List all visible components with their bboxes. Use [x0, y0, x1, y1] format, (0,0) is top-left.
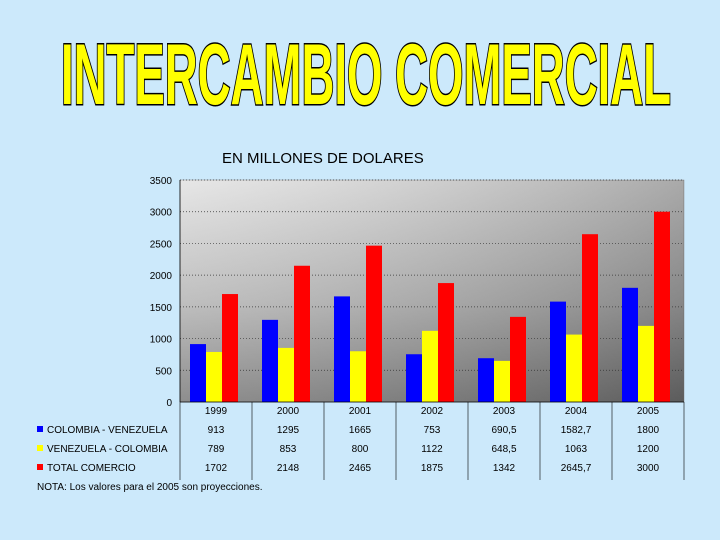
data-label: 789	[208, 444, 225, 455]
data-label: 690,5	[491, 425, 516, 436]
bar	[294, 265, 310, 402]
data-label: 1665	[349, 425, 372, 436]
bar	[494, 360, 510, 402]
data-label: 1582,7	[561, 425, 592, 436]
x-tick-label: 2003	[493, 406, 516, 417]
legend-label: TOTAL COMERCIO	[47, 463, 136, 474]
data-label: 1800	[637, 425, 660, 436]
y-tick-label: 500	[155, 366, 172, 377]
page-title-text: INTERCAMBIO COMERCIAL	[61, 27, 671, 118]
y-tick-label: 1000	[150, 335, 173, 346]
data-label: 3000	[637, 463, 660, 474]
bar	[406, 354, 422, 402]
bar	[278, 347, 294, 402]
data-label: 1063	[565, 444, 588, 455]
legend-swatch	[37, 464, 43, 470]
data-label: 2465	[349, 463, 372, 474]
data-label: 1702	[205, 463, 228, 474]
y-tick-label: 2500	[150, 239, 173, 250]
y-tick-label: 1500	[150, 303, 173, 314]
x-tick-label: 2002	[421, 406, 444, 417]
legend-swatch	[37, 426, 43, 432]
bar	[222, 294, 238, 402]
x-tick-label: 2005	[637, 406, 660, 417]
bar	[566, 334, 582, 402]
chart-subtitle: EN MILLONES DE DOLARES	[222, 150, 424, 167]
data-label: 1342	[493, 463, 516, 474]
data-label: 2645,7	[561, 463, 592, 474]
y-tick-label: 3000	[150, 208, 173, 219]
bar	[262, 319, 278, 402]
data-label: 1295	[277, 425, 300, 436]
bar	[334, 296, 350, 402]
bar	[638, 325, 654, 402]
legend-label: VENEZUELA - COLOMBIA	[47, 444, 168, 455]
data-label: 853	[280, 444, 297, 455]
bar	[206, 351, 222, 402]
x-tick-label: 1999	[205, 406, 228, 417]
bar	[438, 283, 454, 402]
y-tick-label: 0	[166, 398, 172, 409]
x-tick-label: 2001	[349, 406, 372, 417]
data-label: 1122	[421, 444, 443, 455]
data-table: 1999 2000 2001 2002 2003 2004 2005 COLOMBIA - V…	[37, 402, 685, 480]
bar-chart: 0 500 1000 1500 2000 2500 3000 3500 1999 2000 200…	[37, 176, 685, 480]
y-tick-label: 3500	[150, 176, 173, 187]
data-label: 753	[424, 425, 441, 436]
bars	[190, 211, 670, 402]
legend-swatch	[37, 445, 43, 451]
bar	[350, 351, 366, 402]
data-label: 648,5	[491, 444, 516, 455]
bar	[550, 301, 566, 402]
bar	[654, 211, 670, 402]
bar	[478, 358, 494, 402]
bar	[190, 344, 206, 402]
footnote: NOTA: Los valores para el 2005 son proye…	[37, 482, 263, 493]
data-label: 1200	[637, 444, 660, 455]
bar	[422, 330, 438, 402]
data-label: 913	[208, 425, 225, 436]
bar	[366, 245, 382, 402]
y-tick-label: 2000	[150, 271, 173, 282]
bar	[510, 316, 526, 402]
data-label: 2148	[277, 463, 300, 474]
y-axis: 0 500 1000 1500 2000 2500 3000 3500	[150, 176, 684, 409]
page-title: INTERCAMBIO COMERCIAL	[60, 26, 673, 119]
bar	[622, 287, 638, 402]
bar	[582, 234, 598, 402]
data-label: 1875	[421, 463, 444, 474]
data-label: 800	[352, 444, 369, 455]
legend-label: COLOMBIA - VENEZUELA	[47, 425, 168, 436]
x-tick-label: 2000	[277, 406, 300, 417]
x-tick-label: 2004	[565, 406, 588, 417]
